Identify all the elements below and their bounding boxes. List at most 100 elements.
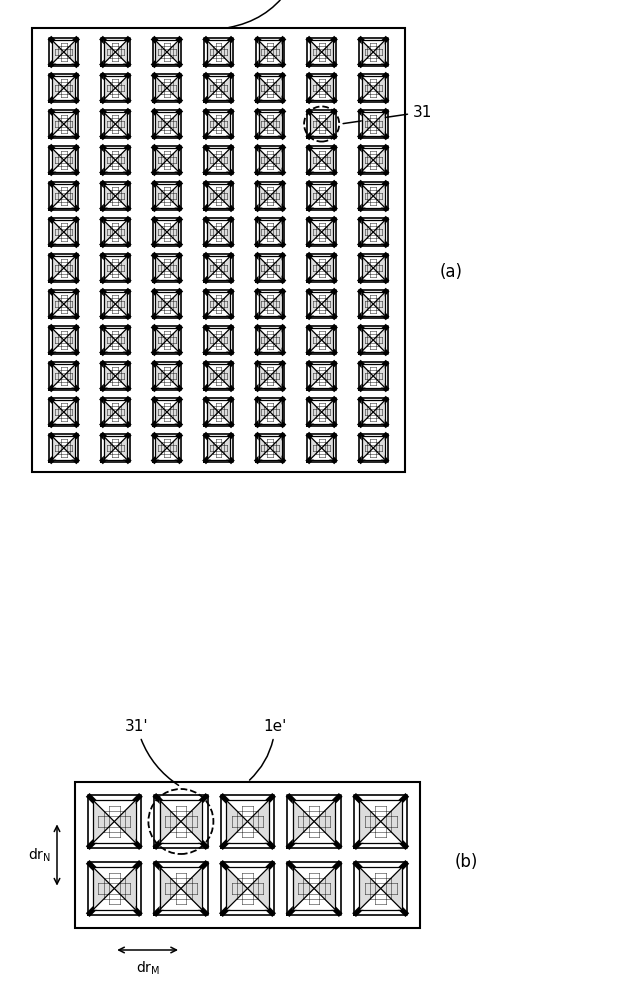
Polygon shape: [93, 867, 114, 910]
Polygon shape: [310, 376, 333, 388]
Polygon shape: [307, 38, 336, 66]
Polygon shape: [155, 184, 167, 208]
Polygon shape: [310, 436, 333, 448]
Polygon shape: [155, 40, 178, 52]
Polygon shape: [155, 448, 178, 460]
Polygon shape: [104, 112, 116, 136]
Polygon shape: [310, 40, 333, 52]
Polygon shape: [104, 292, 127, 304]
Polygon shape: [52, 412, 75, 424]
Polygon shape: [270, 40, 282, 64]
Polygon shape: [155, 376, 178, 388]
Polygon shape: [321, 112, 333, 136]
Polygon shape: [153, 146, 181, 174]
Polygon shape: [359, 326, 388, 354]
Polygon shape: [153, 290, 181, 318]
Polygon shape: [52, 184, 64, 208]
Polygon shape: [359, 888, 402, 910]
Polygon shape: [207, 412, 230, 424]
Polygon shape: [167, 256, 178, 280]
Polygon shape: [160, 822, 202, 843]
Polygon shape: [321, 76, 333, 100]
Polygon shape: [52, 184, 75, 196]
Polygon shape: [104, 184, 116, 208]
Polygon shape: [310, 112, 333, 124]
Polygon shape: [153, 38, 181, 66]
Polygon shape: [259, 148, 270, 172]
Polygon shape: [321, 364, 333, 388]
Polygon shape: [64, 112, 75, 136]
Polygon shape: [155, 256, 167, 280]
Polygon shape: [219, 364, 230, 388]
Polygon shape: [362, 40, 373, 64]
Polygon shape: [310, 364, 321, 388]
Polygon shape: [321, 328, 333, 352]
Polygon shape: [307, 74, 336, 102]
Text: 31': 31': [125, 719, 178, 785]
Polygon shape: [160, 867, 202, 888]
Polygon shape: [321, 184, 333, 208]
Polygon shape: [362, 328, 385, 340]
Polygon shape: [293, 800, 314, 843]
Polygon shape: [362, 76, 373, 100]
Polygon shape: [321, 292, 333, 316]
Polygon shape: [155, 436, 178, 448]
Polygon shape: [359, 182, 388, 210]
Polygon shape: [259, 328, 270, 352]
Polygon shape: [362, 52, 385, 64]
Polygon shape: [310, 412, 333, 424]
Polygon shape: [362, 412, 385, 424]
Polygon shape: [167, 292, 178, 316]
Polygon shape: [204, 362, 233, 390]
Polygon shape: [359, 434, 388, 462]
Polygon shape: [207, 256, 230, 268]
Polygon shape: [362, 196, 385, 208]
Polygon shape: [207, 52, 230, 64]
Polygon shape: [104, 232, 127, 244]
Polygon shape: [52, 40, 64, 64]
Polygon shape: [310, 400, 333, 412]
Polygon shape: [52, 52, 75, 64]
Polygon shape: [49, 110, 78, 138]
Polygon shape: [359, 362, 388, 390]
Polygon shape: [155, 40, 167, 64]
Polygon shape: [259, 376, 282, 388]
Polygon shape: [116, 364, 127, 388]
Polygon shape: [52, 40, 75, 52]
Polygon shape: [359, 398, 388, 426]
Polygon shape: [104, 328, 116, 352]
Polygon shape: [207, 436, 219, 460]
Polygon shape: [259, 256, 282, 268]
Polygon shape: [307, 146, 336, 174]
Polygon shape: [153, 398, 181, 426]
Polygon shape: [155, 160, 178, 172]
Polygon shape: [116, 220, 127, 244]
Polygon shape: [259, 52, 282, 64]
Polygon shape: [155, 304, 178, 316]
Polygon shape: [256, 110, 284, 138]
Polygon shape: [373, 76, 385, 100]
Polygon shape: [270, 184, 282, 208]
Polygon shape: [64, 436, 75, 460]
Polygon shape: [226, 867, 247, 910]
Polygon shape: [207, 340, 230, 352]
Polygon shape: [362, 400, 385, 412]
Polygon shape: [114, 800, 135, 843]
Polygon shape: [207, 292, 219, 316]
Polygon shape: [310, 436, 321, 460]
Polygon shape: [310, 220, 321, 244]
Polygon shape: [288, 795, 341, 848]
Polygon shape: [219, 292, 230, 316]
Polygon shape: [52, 268, 75, 280]
Polygon shape: [256, 218, 284, 246]
Polygon shape: [259, 196, 282, 208]
Polygon shape: [362, 220, 373, 244]
Polygon shape: [116, 256, 127, 280]
Polygon shape: [104, 88, 127, 100]
Polygon shape: [307, 182, 336, 210]
Polygon shape: [64, 328, 75, 352]
Polygon shape: [310, 340, 333, 352]
Polygon shape: [204, 146, 233, 174]
Polygon shape: [359, 74, 388, 102]
Polygon shape: [259, 160, 282, 172]
